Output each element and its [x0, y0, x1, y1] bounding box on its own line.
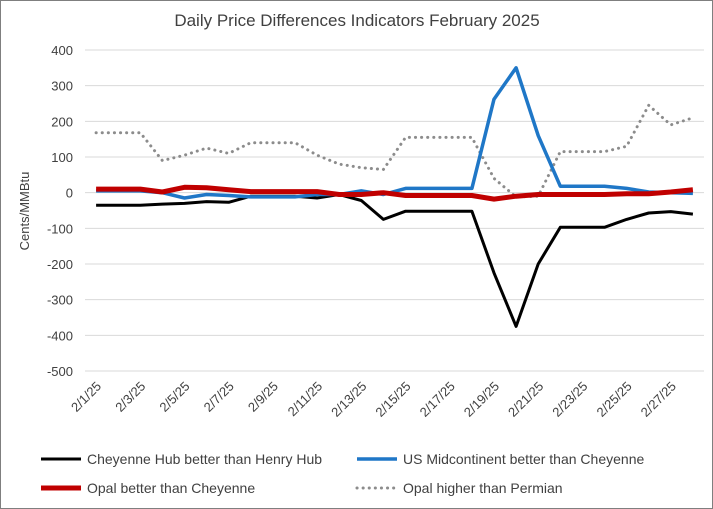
y-tick-label: -200: [47, 257, 73, 272]
y-axis-tick-labels: 400 300 200 100 0 -100 -200 -300 -400 -500: [47, 43, 73, 379]
series-line-1: [96, 66, 693, 200]
y-tick-label: -100: [47, 221, 73, 236]
series-line-3: [94, 103, 695, 199]
x-tick-label: 2/13/25: [328, 379, 369, 420]
x-tick-label: 2/27/25: [638, 379, 679, 420]
x-tick-label: 2/11/25: [285, 379, 326, 420]
legend-label: Opal better than Cheyenne: [87, 480, 255, 496]
legend-label: Cheyenne Hub better than Henry Hub: [87, 451, 322, 467]
x-tick-label: 2/25/25: [593, 379, 634, 420]
x-axis-tick-labels: 2/1/25 2/3/25 2/5/25 2/7/25 2/9/25 2/11/25 2/1…: [68, 379, 679, 420]
y-tick-label: 100: [51, 150, 73, 165]
y-tick-label: 200: [51, 114, 73, 129]
x-tick-label: 2/23/25: [549, 379, 590, 420]
legend: Cheyenne Hub better than Henry Hub US Mid…: [41, 451, 644, 496]
x-tick-label: 2/19/25: [461, 379, 502, 420]
series-line-0: [96, 193, 694, 328]
x-tick-label: 2/5/25: [156, 379, 192, 415]
x-tick-label: 2/7/25: [201, 379, 237, 415]
legend-label: US Midcontinent better than Cheyenne: [403, 451, 644, 467]
chart-title: Daily Price Differences Indicators Febru…: [174, 11, 539, 30]
x-tick-label: 2/9/25: [245, 379, 281, 415]
x-tick-label: 2/21/25: [505, 379, 546, 420]
y-tick-label: -500: [47, 364, 73, 379]
y-tick-label: -300: [47, 293, 73, 308]
y-axis-label: Cents/MMBtu: [17, 172, 32, 251]
y-tick-label: -400: [47, 328, 73, 343]
x-tick-label: 2/17/25: [417, 379, 458, 420]
gridlines: [85, 49, 704, 372]
y-tick-label: 400: [51, 43, 73, 58]
x-tick-label: 2/1/25: [68, 379, 104, 415]
x-tick-label: 2/15/25: [372, 379, 413, 420]
series-lines: [94, 66, 695, 328]
y-tick-label: 0: [66, 186, 73, 201]
legend-label: Opal higher than Permian: [403, 480, 563, 496]
x-tick-label: 2/3/25: [112, 379, 148, 415]
series-line-2: [96, 184, 694, 202]
y-tick-label: 300: [51, 79, 73, 94]
